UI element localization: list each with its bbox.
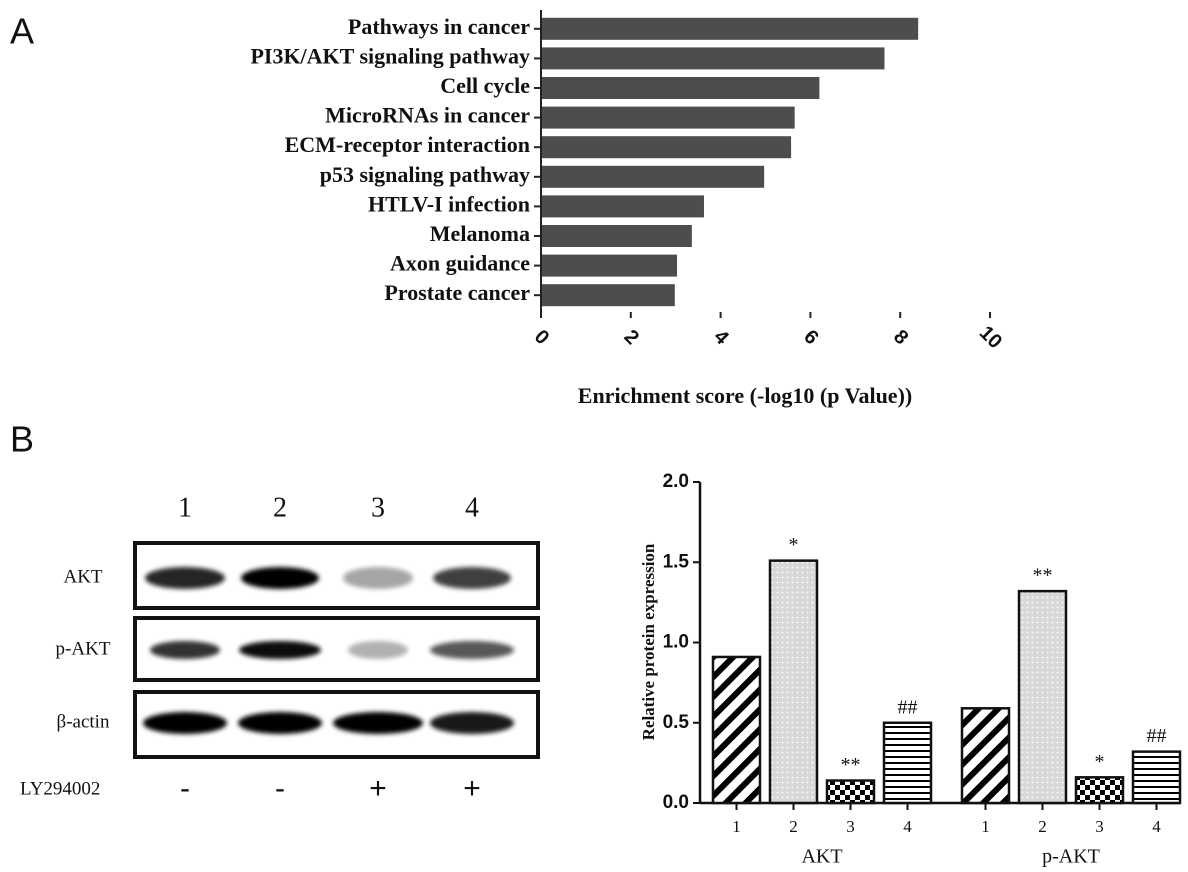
bar	[541, 18, 918, 40]
x-tick-label: 3	[846, 817, 855, 836]
blot-band	[145, 567, 225, 589]
significance-mark: ##	[1147, 725, 1167, 747]
western-blot	[135, 543, 538, 757]
row-label: β-actin	[57, 711, 110, 732]
x-tick-label: 2	[620, 326, 643, 349]
x-tick-label: 6	[799, 326, 822, 349]
bar	[541, 225, 692, 247]
treatment-sign: -	[275, 772, 285, 805]
x-tick-label: 1	[732, 817, 741, 836]
x-tick-label: 0	[530, 326, 553, 349]
category-label: Pathways in cancer	[348, 14, 530, 39]
category-label: PI3K/AKT signaling pathway	[250, 43, 530, 68]
x-tick-label: 10	[975, 322, 1006, 353]
panel-label: B	[10, 419, 34, 460]
x-axis-label: Enrichment score (-log10 (p Value))	[578, 383, 912, 408]
category-label: p53 signaling pathway	[320, 162, 530, 187]
treatment-sign: -	[180, 772, 190, 805]
category-label: HTLV-I infection	[368, 191, 530, 216]
treatment-label: LY294002	[20, 778, 100, 799]
x-tick-label: 1	[981, 817, 990, 836]
bar	[884, 723, 931, 803]
significance-mark: *	[1095, 751, 1105, 773]
y-axis-label: Relative protein expression	[639, 543, 658, 740]
bar	[541, 47, 884, 69]
y-tick-label: 1.5	[663, 551, 690, 572]
category-label: Prostate cancer	[384, 280, 530, 305]
category-label: Axon guidance	[390, 251, 530, 276]
lane-label: 4	[465, 492, 479, 523]
x-tick-label: 4	[903, 817, 912, 836]
row-label: AKT	[63, 566, 102, 587]
bar	[1133, 752, 1180, 803]
x-tick-label: 4	[1152, 817, 1161, 836]
significance-mark: *	[789, 534, 799, 556]
bar	[541, 166, 764, 188]
bar	[770, 561, 817, 803]
bar	[541, 284, 675, 306]
y-tick-label: 2.0	[663, 471, 689, 492]
blot-band	[348, 641, 408, 659]
bar	[1019, 591, 1066, 803]
panel-label: A	[10, 11, 34, 52]
bar	[541, 255, 677, 277]
y-tick-label: 0.5	[663, 712, 690, 733]
blot-band	[143, 712, 227, 734]
significance-mark: **	[1033, 565, 1053, 587]
lane-label: 2	[273, 492, 287, 523]
blot-band	[238, 712, 322, 734]
x-tick-label: 2	[789, 817, 798, 836]
x-tick-label: 3	[1095, 817, 1104, 836]
page: {"panels": ["A", "B"], "chart_data": [ {…	[0, 0, 1188, 872]
figure: A B Enrichment score (-log10 (p Value)) …	[0, 0, 1188, 872]
bar	[541, 136, 791, 158]
y-tick-label: 1.0	[663, 632, 689, 653]
x-tick-label: 4	[709, 326, 733, 350]
significance-mark: ##	[898, 696, 918, 718]
category-label: Melanoma	[430, 221, 530, 246]
blot-band	[333, 712, 423, 734]
category-label: ECM-receptor interaction	[285, 132, 530, 157]
x-tick-label: 2	[1038, 817, 1047, 836]
group-label: p-AKT	[1042, 846, 1100, 868]
significance-mark: **	[841, 754, 861, 776]
group-label: AKT	[801, 846, 842, 868]
category-label: MicroRNAs in cancer	[325, 103, 530, 128]
blot-band	[430, 712, 514, 734]
treatment-sign: +	[463, 772, 481, 805]
bar	[962, 708, 1009, 803]
blot-band	[239, 641, 321, 659]
blot-band	[150, 641, 220, 659]
row-label: p-AKT	[56, 638, 111, 659]
bar	[541, 195, 704, 217]
blot-band	[241, 567, 319, 589]
bar	[827, 781, 874, 803]
y-tick-label: 0.0	[663, 792, 689, 813]
bar	[1076, 777, 1123, 803]
x-tick-label: 8	[889, 326, 912, 349]
blot-band	[433, 567, 511, 589]
bar	[541, 77, 819, 99]
treatment-sign: +	[369, 772, 387, 805]
blot-band	[430, 641, 514, 659]
bar	[541, 107, 795, 129]
category-label: Cell cycle	[440, 73, 530, 98]
lane-label: 3	[371, 492, 385, 523]
bar	[713, 657, 760, 803]
blot-band	[343, 567, 413, 589]
lane-label: 1	[178, 492, 192, 523]
